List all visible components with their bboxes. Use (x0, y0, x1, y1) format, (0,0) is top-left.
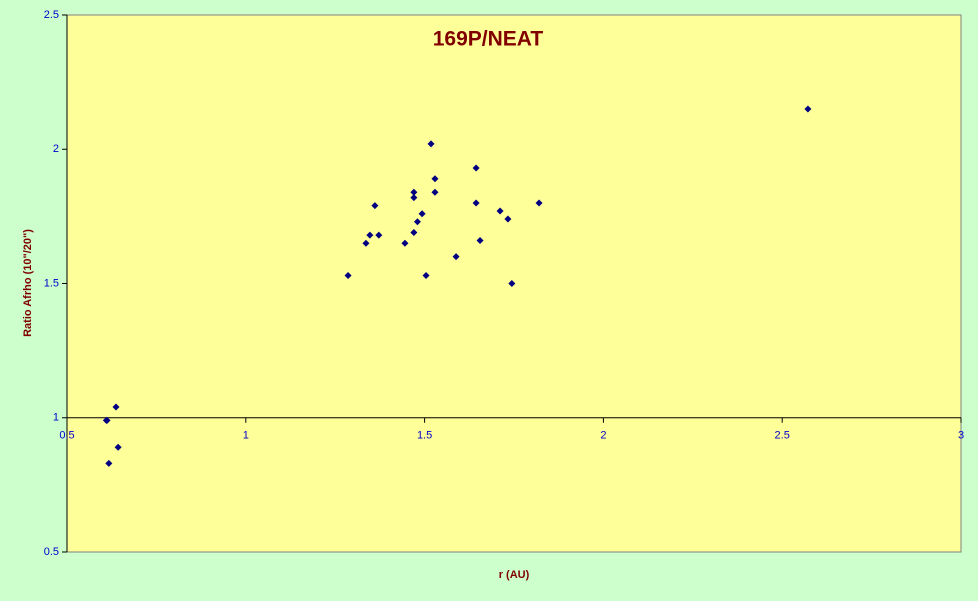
point (452, 253, 460, 261)
point (431, 188, 439, 196)
x-axis-label: r (AU) (499, 569, 530, 581)
point (410, 194, 418, 202)
x-tick-label: 2.5 (775, 430, 790, 442)
point (476, 237, 484, 245)
x-tick-label: 3 (958, 430, 964, 442)
x-tick-label: 1 (243, 430, 249, 442)
point (105, 459, 113, 467)
x-tick-label: 1.5 (417, 430, 432, 442)
point (366, 231, 374, 239)
point (472, 199, 480, 207)
point (535, 199, 543, 207)
point (427, 140, 435, 148)
y-tick-label: 0.5 (44, 546, 59, 558)
y-axis-label: Ratio Afrho (10"/20") (22, 229, 34, 337)
point (114, 443, 122, 451)
y-tick-label: 2 (53, 143, 59, 155)
point (431, 175, 439, 183)
point (410, 188, 418, 196)
point (496, 207, 504, 215)
point (112, 403, 120, 411)
point (418, 210, 426, 218)
point (103, 416, 111, 424)
point (472, 164, 480, 172)
point (413, 218, 421, 226)
point (410, 228, 418, 236)
y-tick-label: 2.5 (44, 9, 59, 21)
point (504, 215, 512, 223)
point (804, 105, 812, 113)
point (422, 271, 430, 279)
point (375, 231, 383, 239)
point (371, 202, 379, 210)
point (362, 239, 370, 247)
chart-title: 169P/NEAT (433, 28, 544, 51)
point (344, 271, 352, 279)
x-tick-label: 2 (600, 430, 606, 442)
y-tick-label: 1.5 (44, 277, 59, 289)
point (508, 280, 516, 287)
x-tick-label: 0.5 (59, 430, 74, 442)
point (401, 239, 409, 247)
y-tick-label: 1 (53, 412, 59, 424)
